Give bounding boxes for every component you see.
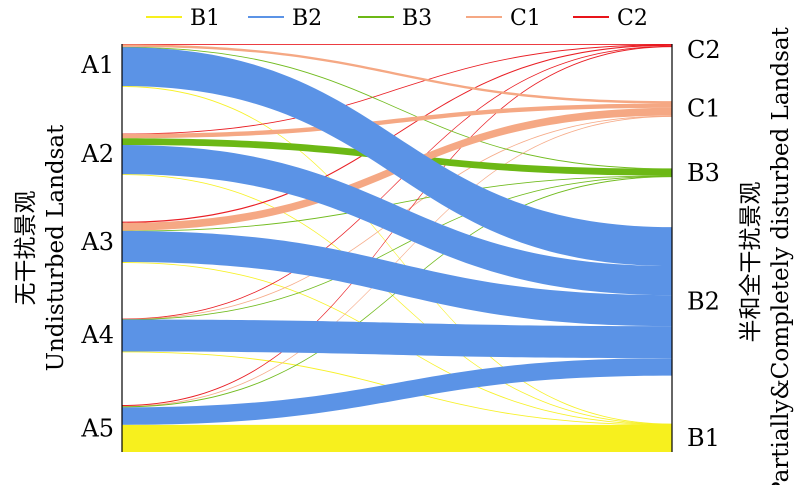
flow-a3-b2 — [122, 230, 672, 327]
flow-a1-c1 — [122, 44, 672, 104]
flow-a5-b2 — [122, 358, 672, 425]
right-axis-title: 半和全干扰景观 Partially&Completely disturbed L… — [738, 26, 794, 485]
legend-item-b2: B2 — [248, 6, 322, 31]
left-node-labels: A1 A2 A3 A4 A5 — [80, 51, 114, 442]
right-node-label-b2: B2 — [687, 287, 720, 315]
flow-a4-b2 — [122, 319, 672, 359]
flow-a1-b3 — [122, 46, 672, 170]
flow-a5-c1 — [122, 115, 672, 407]
flow-a3-c2 — [122, 44, 672, 223]
left-node-label-a5: A5 — [80, 415, 114, 443]
right-axis-title-en: Partially&Completely disturbed Landsat — [768, 26, 794, 485]
legend-label-b1: B1 — [190, 6, 220, 31]
legend-label-b2: B2 — [292, 6, 322, 31]
flows — [122, 44, 672, 452]
flow-a1-c2 — [122, 44, 672, 45]
flow-a2-c1 — [122, 103, 672, 139]
legend-item-b1: B1 — [146, 6, 220, 31]
flow-a1-b2 — [122, 47, 672, 266]
legend-item-b3: B3 — [358, 6, 432, 31]
left-node-label-a3: A3 — [80, 228, 114, 256]
flow-a4-b3 — [122, 175, 672, 321]
left-axis-title-zh: 无干扰景观 — [13, 191, 39, 306]
left-node-label-a2: A2 — [80, 140, 114, 168]
flow-a2-c2 — [122, 44, 672, 135]
legend-item-c2: C2 — [573, 6, 648, 31]
legend-label-c1: C1 — [510, 6, 541, 31]
legend-label-c2: C2 — [617, 6, 648, 31]
left-node-label-a4: A4 — [80, 321, 114, 349]
legend: B1 B2 B3 C1 C2 — [146, 6, 648, 31]
flow-a5-b1 — [122, 424, 672, 452]
left-axis-title: 无干扰景观 Undisturbed Landsat — [13, 124, 69, 372]
right-node-label-c2: C2 — [687, 36, 721, 64]
plot-frame — [121, 44, 673, 452]
right-node-labels: C2 C1 B3 B2 B1 — [687, 36, 721, 452]
flow-a2-b2 — [122, 145, 672, 296]
right-node-label-c1: C1 — [687, 95, 721, 123]
flow-a4-c2 — [122, 45, 672, 320]
left-axis-title-en: Undisturbed Landsat — [43, 124, 69, 372]
flow-a2-b1 — [122, 174, 672, 425]
left-node-label-a1: A1 — [80, 51, 114, 79]
flow-a1-b1 — [122, 86, 672, 425]
legend-item-c1: C1 — [466, 6, 541, 31]
right-node-label-b3: B3 — [687, 159, 720, 187]
flow-a3-b3 — [122, 175, 672, 232]
right-axis-title-zh: 半和全干扰景观 — [738, 182, 764, 343]
legend-label-b3: B3 — [402, 6, 432, 31]
right-node-label-b1: B1 — [687, 424, 720, 452]
